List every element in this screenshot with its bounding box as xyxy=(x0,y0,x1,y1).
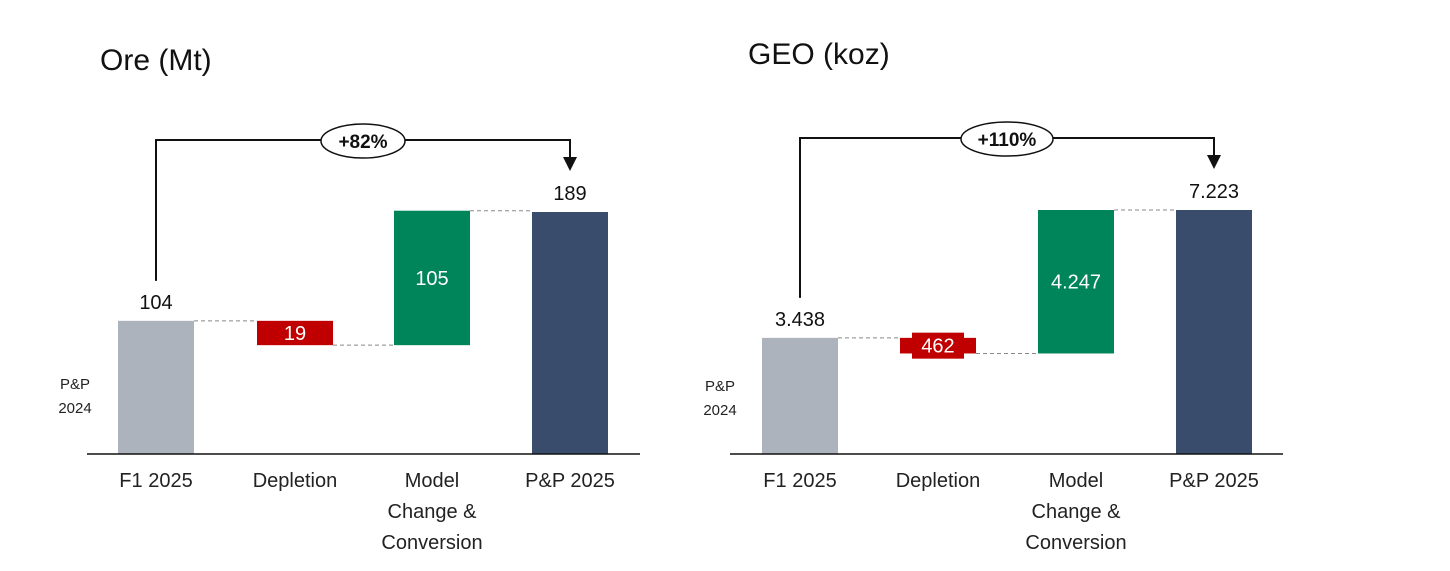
value-label: 4.247 xyxy=(1051,272,1101,294)
bar-f1-2025 xyxy=(762,337,838,454)
side-label: 2024 xyxy=(703,402,736,419)
category-label: Model xyxy=(1049,470,1103,492)
bar-f1-2025 xyxy=(118,320,194,454)
chart-title: GEO (koz) xyxy=(748,38,890,71)
category-label: Depletion xyxy=(896,470,981,492)
bar-model-change-conversion xyxy=(1038,210,1114,354)
category-label: Conversion xyxy=(1025,532,1126,554)
value-label: 3.438 xyxy=(775,309,825,331)
change-bracket xyxy=(799,137,1215,298)
value-label: 189 xyxy=(553,183,586,205)
change-badge xyxy=(320,123,406,159)
change-label: +110% xyxy=(978,130,1037,151)
category-label: Conversion xyxy=(381,532,482,554)
category-label: P&P 2025 xyxy=(1169,470,1259,492)
category-label: Change & xyxy=(388,501,478,523)
chart-title: Ore (Mt) xyxy=(100,44,212,77)
bar-p-p-2025 xyxy=(532,212,608,454)
arrow-down-icon xyxy=(563,157,577,171)
change-badge xyxy=(960,121,1054,157)
value-label: 105 xyxy=(415,268,448,290)
side-label: P&P xyxy=(705,378,735,395)
value-label: 462 xyxy=(921,336,954,358)
category-label: F1 2025 xyxy=(119,470,192,492)
side-label: 2024 xyxy=(58,400,91,417)
side-label: P&P xyxy=(60,376,90,393)
value-label: 19 xyxy=(284,323,306,345)
value-label: 104 xyxy=(139,292,172,314)
bar-depletion xyxy=(257,320,333,346)
bar-p-p-2025 xyxy=(1176,210,1252,454)
value-label: 7.223 xyxy=(1189,181,1239,203)
category-label: Depletion xyxy=(253,470,338,492)
category-label: Model xyxy=(405,470,459,492)
change-label: +82% xyxy=(338,132,387,153)
value-label-background xyxy=(912,332,964,359)
bar-model-change-conversion xyxy=(394,210,470,346)
category-label: Change & xyxy=(1032,501,1122,523)
arrow-down-icon xyxy=(1207,155,1221,169)
category-label: F1 2025 xyxy=(763,470,836,492)
category-label: P&P 2025 xyxy=(525,470,615,492)
